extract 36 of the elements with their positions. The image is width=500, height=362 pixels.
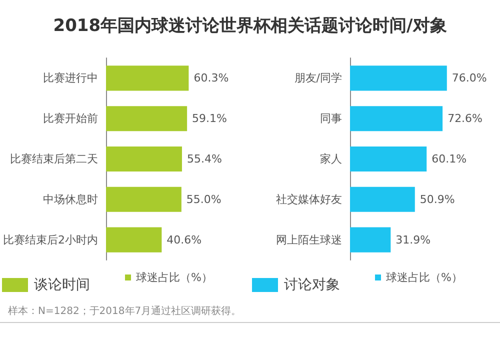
- data-label: 59.1%: [192, 112, 228, 126]
- data-label: 55.0%: [186, 192, 222, 206]
- legend-label: 球迷占比（%）: [386, 271, 462, 284]
- y-tick-label: 社交媒体好友: [276, 192, 342, 206]
- data-label: 50.9%: [420, 192, 455, 206]
- text: 样本：N=1282；于2018年7月通过社区调研获得。: [8, 304, 242, 318]
- y-tick-label: 比赛进行中: [43, 72, 98, 85]
- y-tick-label: 网上陌生球迷: [276, 233, 342, 246]
- legend-title: 讨论对象: [284, 277, 340, 293]
- bar: [106, 66, 189, 91]
- bar: [106, 186, 182, 212]
- bar: [350, 227, 391, 252]
- y-tick-label: 比赛开始前: [43, 112, 98, 126]
- legend-label: 球迷占比（%）: [136, 271, 212, 284]
- text: 2018年国内球迷讨论世界杯相关话题讨论时间/对象: [53, 14, 447, 36]
- data-label: 72.6%: [448, 112, 483, 126]
- legend-title: 谈论时间: [34, 277, 90, 293]
- y-tick-label: 朋友/同学: [294, 72, 342, 85]
- bar: [350, 186, 415, 212]
- y-tick-label: 比赛结束后2小时内: [3, 233, 98, 246]
- data-label: 55.4%: [186, 152, 222, 166]
- bar: [350, 66, 447, 91]
- bar: [106, 106, 188, 132]
- data-label: 60.3%: [194, 72, 229, 85]
- bar: [106, 227, 162, 252]
- y-tick-label: 家人: [320, 152, 342, 166]
- bar: [350, 146, 427, 172]
- data-label: 60.1%: [432, 152, 467, 166]
- data-label: 31.9%: [396, 233, 431, 246]
- data-label: 40.6%: [166, 233, 202, 246]
- data-label: 76.0%: [452, 72, 487, 85]
- bar: [106, 146, 182, 172]
- y-tick-label: 比赛结束后第二天: [10, 152, 98, 166]
- y-tick-label: 同事: [320, 112, 342, 126]
- bar: [350, 106, 443, 132]
- y-tick-label: 中场休息时: [43, 192, 98, 206]
